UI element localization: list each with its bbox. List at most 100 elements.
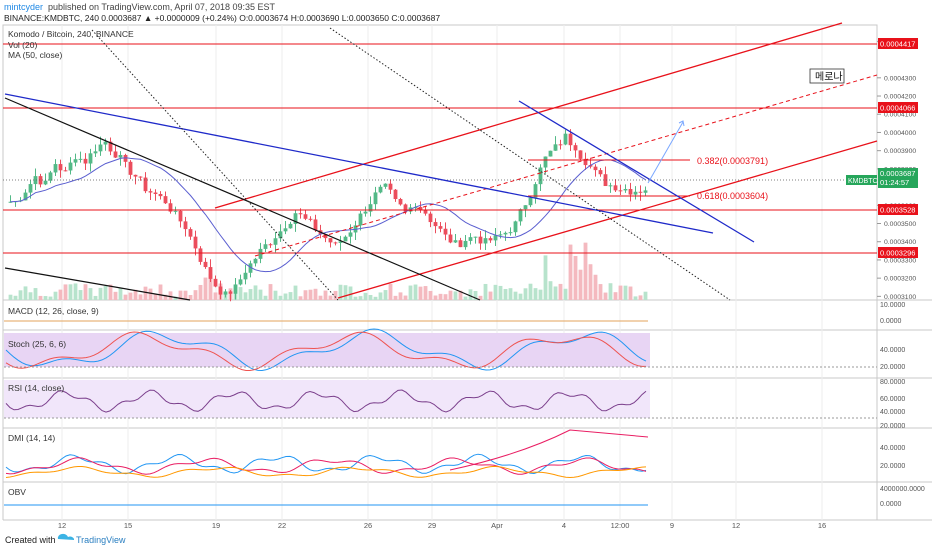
volume-bar xyxy=(138,294,143,300)
volume-bar xyxy=(308,289,313,300)
fib-618-label: 0.618(0.0003604) xyxy=(697,191,768,201)
volume-bar xyxy=(518,293,523,300)
volume-bar xyxy=(188,295,193,300)
volume-bar xyxy=(163,294,168,300)
volume-bar xyxy=(143,286,148,300)
stoch-label: Stoch (25, 6, 6) xyxy=(8,339,66,349)
volume-bar xyxy=(203,277,208,300)
volume-bar xyxy=(68,284,73,300)
candle-body xyxy=(618,190,623,192)
volume-bar xyxy=(483,283,488,300)
tradingview-logo[interactable]: TradingView xyxy=(57,533,126,545)
rsi-tick-2: 40.0000 xyxy=(880,409,905,416)
candle-body xyxy=(638,191,643,193)
volume-bar xyxy=(278,295,283,300)
candle-body xyxy=(378,186,383,193)
blue-trend-short[interactable] xyxy=(518,100,755,243)
volume-bar xyxy=(338,284,343,300)
oscillator-lines xyxy=(4,320,877,506)
candle-body xyxy=(328,238,333,243)
candle-body xyxy=(128,161,133,175)
candle-body xyxy=(463,240,468,248)
volume-bar xyxy=(173,296,178,300)
candle-body xyxy=(158,194,163,197)
footer-created-with: Created with xyxy=(5,535,56,545)
stoch-tick-1: 20.0000 xyxy=(880,364,905,371)
candle-body xyxy=(433,222,438,227)
volume-bar xyxy=(443,294,448,300)
candle-body xyxy=(558,144,563,146)
time-axis[interactable]: 12 15 19 22 26 29 Apr 4 12:00 9 12 16 xyxy=(58,521,826,530)
candle-body xyxy=(503,232,508,235)
dmi-minus-line xyxy=(5,457,647,475)
candle-body xyxy=(108,141,113,152)
header-published: published on TradingView.com, April 07, … xyxy=(48,2,275,12)
stoch-d-line xyxy=(5,331,646,371)
badge-symbol: KMDBTC xyxy=(848,178,878,185)
volume-bar xyxy=(48,296,53,300)
volume-bar xyxy=(608,283,613,300)
chart-title: Komodo / Bitcoin, 240, BINANCE xyxy=(8,29,134,39)
candle-body xyxy=(593,166,598,171)
candle-body xyxy=(488,238,493,241)
channel-lower-line[interactable] xyxy=(337,140,878,299)
volume-bar xyxy=(423,286,428,300)
volume-bar xyxy=(158,284,163,300)
volume-bar xyxy=(133,289,138,300)
time-tick-label: 15 xyxy=(124,521,132,530)
volume-bar xyxy=(63,284,68,300)
dmi-plus-line xyxy=(5,453,647,475)
candle-body xyxy=(383,183,388,187)
indicator-ma: MA (50, close) xyxy=(8,50,62,60)
dmi-label: DMI (14, 14) xyxy=(8,433,55,443)
candle-body xyxy=(43,180,48,185)
candle-body xyxy=(298,213,303,215)
candle-body xyxy=(293,213,298,224)
price-tick-label: 0.0003300 xyxy=(884,257,916,264)
volume-bar xyxy=(303,290,308,300)
black-trend-lower[interactable] xyxy=(4,267,191,301)
volume-bar xyxy=(298,296,303,300)
candles-group xyxy=(8,129,648,302)
channel-mid-line[interactable] xyxy=(254,74,878,257)
dotted-line-right[interactable] xyxy=(329,27,731,301)
blue-trend-long[interactable] xyxy=(4,93,714,234)
volume-bar xyxy=(513,291,518,300)
volume-bar xyxy=(53,291,58,300)
candle-body xyxy=(283,228,288,232)
candle-body xyxy=(623,188,628,191)
volume-bar xyxy=(268,284,273,300)
time-tick-label: 29 xyxy=(428,521,436,530)
black-trend-upper[interactable] xyxy=(4,97,481,301)
volume-bar xyxy=(328,295,333,300)
candle-body xyxy=(83,158,88,164)
candle-body xyxy=(478,236,483,244)
korean-note-box[interactable]: 메로나 xyxy=(809,68,845,84)
time-tick-label: 22 xyxy=(278,521,286,530)
trend-lines[interactable] xyxy=(4,22,878,301)
time-tick-label: 12 xyxy=(732,521,740,530)
header-user[interactable]: mintcyder xyxy=(4,2,43,12)
candle-body xyxy=(358,213,363,226)
channel-upper-line[interactable] xyxy=(214,22,843,209)
volume-bar xyxy=(253,285,258,300)
dotted-line-left[interactable] xyxy=(91,29,339,301)
candle-body xyxy=(493,235,498,241)
volume-bar xyxy=(43,296,48,300)
candle-body xyxy=(48,172,53,181)
volume-bar xyxy=(598,284,603,300)
candle-body xyxy=(88,153,93,164)
candle-body xyxy=(93,151,98,154)
volume-bar xyxy=(638,295,643,300)
candle-body xyxy=(458,240,463,248)
volume-bar xyxy=(623,285,628,300)
volume-bar xyxy=(288,292,293,300)
cloud-icon xyxy=(57,533,75,540)
stoch-band xyxy=(4,333,650,367)
volume-bar xyxy=(593,274,598,300)
volume-bar xyxy=(573,255,578,300)
candle-body xyxy=(533,184,538,198)
projection-arrow[interactable] xyxy=(647,121,684,184)
volume-bar xyxy=(503,288,508,300)
